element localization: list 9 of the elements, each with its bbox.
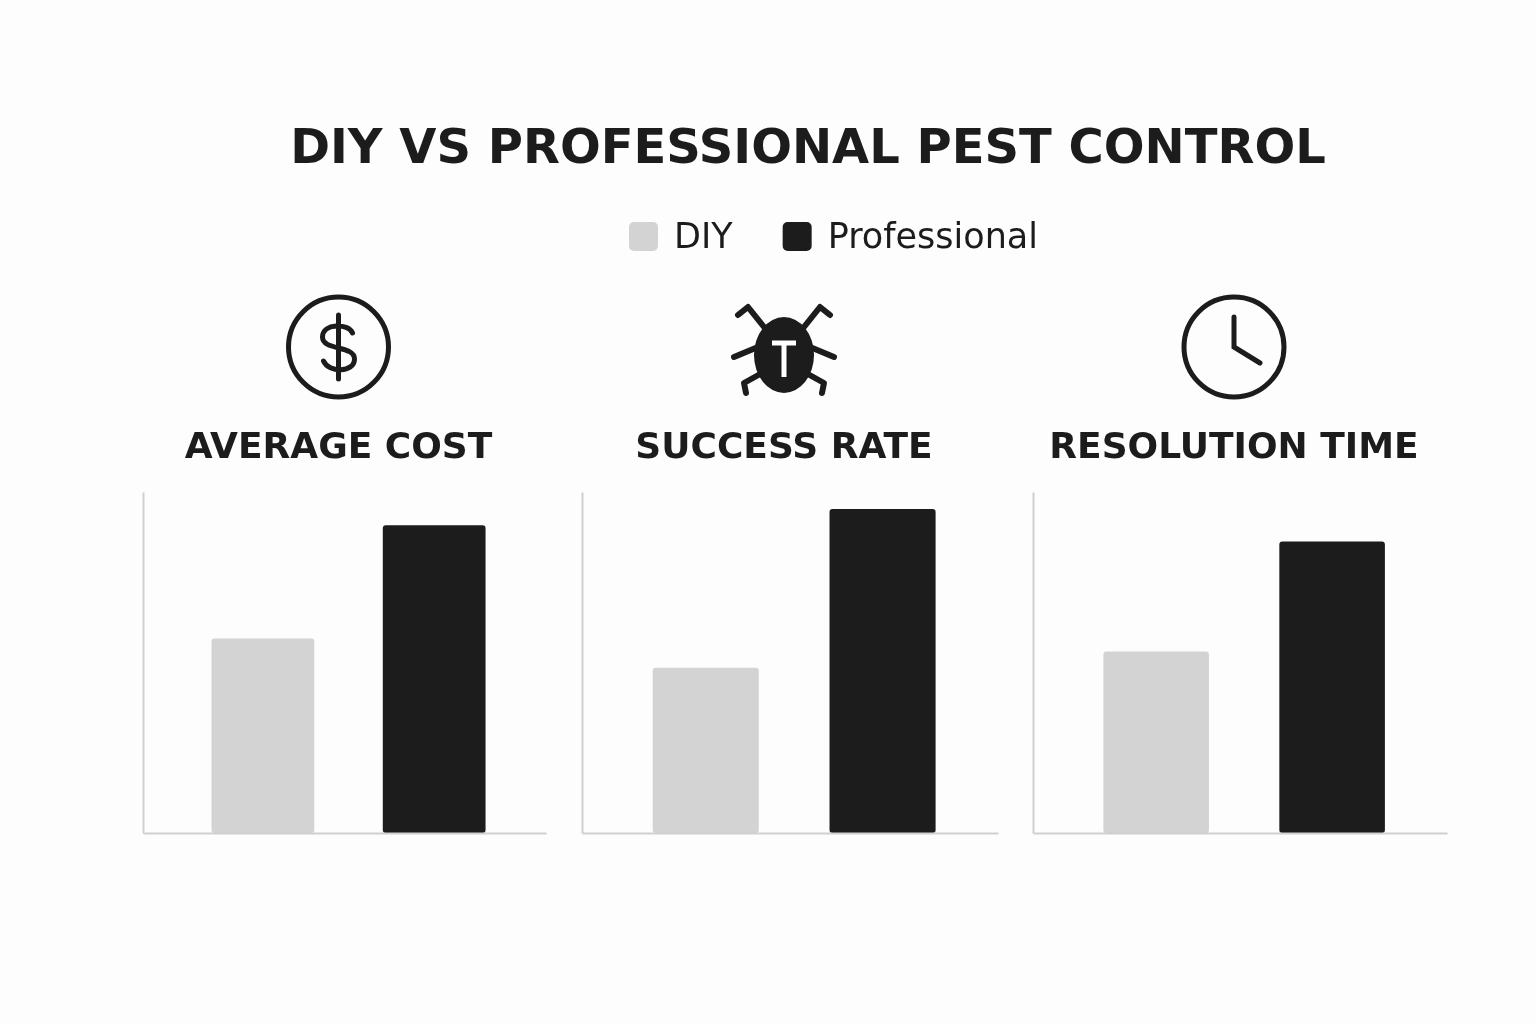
bar: [829, 509, 936, 833]
chart-title: DIY VS PROFESSIONAL PEST CONTROL: [290, 118, 1326, 174]
bar: [382, 525, 486, 833]
x-tick-label: SUCCESS RATE: [635, 425, 933, 466]
legend-label: Professional: [827, 216, 1038, 256]
x-tick-label: RESOLUTION TIME: [1049, 425, 1419, 466]
bar: [1279, 541, 1385, 833]
x-tick-label: AVERAGE COST: [184, 425, 493, 466]
legend-label: DIY: [674, 216, 734, 256]
